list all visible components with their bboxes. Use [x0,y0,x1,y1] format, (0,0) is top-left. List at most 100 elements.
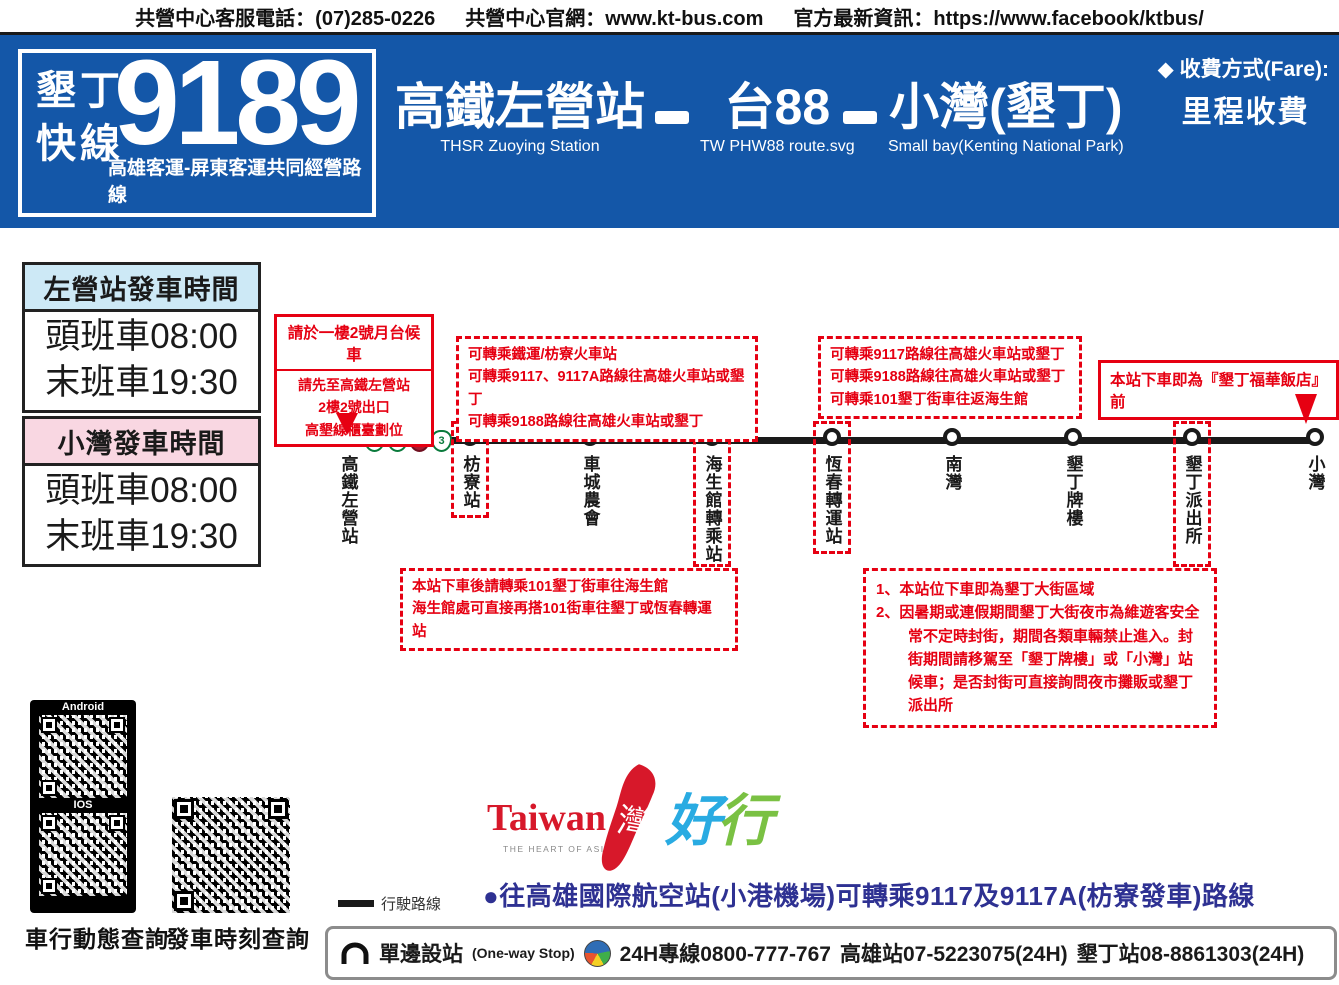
via-en: TW PHW88 route.svg [700,137,855,155]
qr-finder-icon [41,780,57,796]
first-bus-time: 頭班車08:00 [45,471,238,510]
note-zuoying-platform: 請於一樓2號月台候車 請先至高鐵左營站 2樓2號出口 高墾線櫃臺劃位 [274,314,434,448]
station-label: 高鐵左營站 [338,455,358,545]
departure-time-caption: 發車時刻查詢 [166,926,310,952]
logo-wan-char: 灣 [614,802,654,844]
timetable-zuoying: 左營站發車時間 頭班車08:00 末班車19:30 [22,262,261,413]
qr-finder-icon [41,815,57,831]
dest-en: Small bay(Kenting National Park) [888,137,1124,155]
qr-finder-icon [268,799,288,819]
hotline-24h: 24H專線0800-777-767 [619,943,831,966]
brand-line1: 墾丁 [36,69,124,113]
station-label: 小灣 [1305,455,1325,491]
oneway-label-zh: 單邊設站 [379,943,463,966]
via-highway: 台88 TW PHW88 route.svg [700,81,855,156]
station-kenting-police: 墾丁派出所 [1182,428,1202,545]
globe-icon [583,939,611,967]
station-label: 墾丁牌樓 [1063,455,1083,527]
taiwan-island-icon: 灣 [601,764,656,871]
official-site: 共營中心官網：www.kt-bus.com [465,7,764,30]
service-phone: 共營中心客服電話：(07)285-0226 [135,7,436,30]
note-kenting-street: 1、本站位下車即為墾丁大街區域 2、因暑期或連假期間墾丁大街夜市為維遊客安全常不… [863,568,1217,728]
brand-name: 墾丁 快線 [36,65,124,171]
station-checheng: 車城農會 [580,428,600,527]
timetable-body: 頭班車08:00 末班車19:30 [25,312,258,410]
pointer-arrow-icon [1295,394,1317,424]
app-qr-panel: Android IOS [30,700,136,913]
airport-transfer-note: ●往高雄國際航空站(小港機場)可轉乘9117及9117A(枋寮發車)路線 [483,881,1255,911]
station-xiaowan: 小灣 [1305,428,1325,491]
logo-tagline: THE HEART OF ASIA [503,844,612,854]
station-label: 車城農會 [580,455,600,527]
qr-finder-icon [174,891,194,911]
station-label: 南灣 [942,455,962,491]
station-nanwan: 南灣 [942,428,962,491]
first-bus-time: 頭班車08:00 [45,317,238,356]
android-label: Android [61,701,105,713]
one-way-stop-icon [341,942,369,964]
origin-en: THSR Zuoying Station [440,137,600,155]
fare-info: ◆ 收費方式(Fare): 里程收費 [1158,53,1329,131]
station-label: 枋寮站 [460,455,480,509]
kenting-police-outline [1173,421,1211,567]
android-qr-code [39,715,127,798]
note-title: 請於一樓2號月台候車 [277,317,431,371]
station-label: 恆春轉運站 [822,455,842,545]
station-hengchun: 恆春轉運站 [822,428,842,545]
pointer-arrow-icon [336,413,358,435]
fare-label: ◆ 收費方式(Fare): [1157,58,1329,81]
station-dot [1183,428,1201,446]
timetable-qr-code [172,797,290,913]
taiwan-haoxing-logo: Taiwan THE HEART OF ASIA 灣 好 行 [487,762,773,874]
timetable-body: 頭班車08:00 末班車19:30 [25,466,258,564]
logo-taiwan-text: Taiwan [487,797,606,839]
topbar: 共營中心客服電話：(07)285-0226 共營中心官網：www.kt-bus.… [0,0,1339,32]
station-label: 墾丁派出所 [1182,455,1202,545]
oneway-label-en: (One-way Stop) [472,945,575,961]
last-bus-time: 末班車19:30 [45,517,238,556]
kaohsiung-station-phone: 高雄站07-5223075(24H) [839,943,1068,966]
bus-tracking-caption: 車行動態查詢 [25,926,169,952]
note-hengchun-transfers: 可轉乘9117路線往高雄火車站或墾丁 可轉乘9188路線往高雄火車站或墾丁 可轉… [818,336,1082,420]
footer-bar: 單邊設站 (One-way Stop) 24H專線0800-777-767 高雄… [325,926,1337,980]
kenting-station-phone: 墾丁站08-8861303(24H) [1076,943,1305,966]
qr-finder-icon [109,815,125,831]
station-dot [1306,428,1324,446]
dest-zh: 小灣(墾丁) [889,79,1123,135]
note-fangliao-transfers: 可轉乘鐵運/枋寮火車站 可轉乘9117、9117A路線往高雄火車站或墾丁 可轉乘… [456,336,758,442]
hengchun-transfer-outline [813,421,851,554]
station-kenting-gate: 墾丁牌樓 [1063,428,1083,527]
timetable-xiaowan: 小灣發車時間 頭班車08:00 末班車19:30 [22,416,261,567]
facebook-link: 官方最新資訊：https://www.facebook/ktbus/ [793,7,1204,30]
qr-finder-icon [174,799,194,819]
origin-station: 高鐵左營站 THSR Zuoying Station [395,81,645,156]
last-bus-time: 末班車19:30 [45,363,238,402]
station-dot [943,428,961,446]
ios-label: IOS [73,799,93,811]
origin-zh: 高鐵左營站 [395,79,645,135]
note-aquarium-shuttle: 本站下車後請轉乘101墾丁街車往海生館 海生館處可直接再搭101街車往墾丁或恆春… [400,568,738,652]
station-label: 海生館轉乘站 [702,455,722,563]
destination-station: 小灣(墾丁) Small bay(Kenting National Park) [888,81,1124,156]
station-aquarium: 海生館轉乘站 [702,428,722,563]
route-line-legend: 行駛路線 [338,893,441,914]
via-zh: 台88 [724,79,831,135]
station-dot [1064,428,1082,446]
route-line-sample-icon [338,900,374,907]
route-dash-icon [843,111,877,124]
route-number-box: 墾丁 快線 9189 高雄客運-屏東客運共同經營路線 [18,37,376,217]
logo-xing-char: 行 [717,789,773,852]
logo-hao-char: 好 [665,789,721,852]
legend-label: 行駛路線 [381,896,442,913]
freeway-3-shield-icon: 3 [431,430,452,452]
brand-line2: 快線 [36,121,124,166]
fare-value: 里程收費 [1181,96,1310,129]
qr-finder-icon [109,717,125,733]
route-number: 9189 [114,35,362,171]
station-dot [823,428,841,446]
qr-finder-icon [41,717,57,733]
timetable-title: 左營站發車時間 [25,265,258,312]
ios-qr-code [39,813,127,896]
route-dash-icon [655,111,689,124]
